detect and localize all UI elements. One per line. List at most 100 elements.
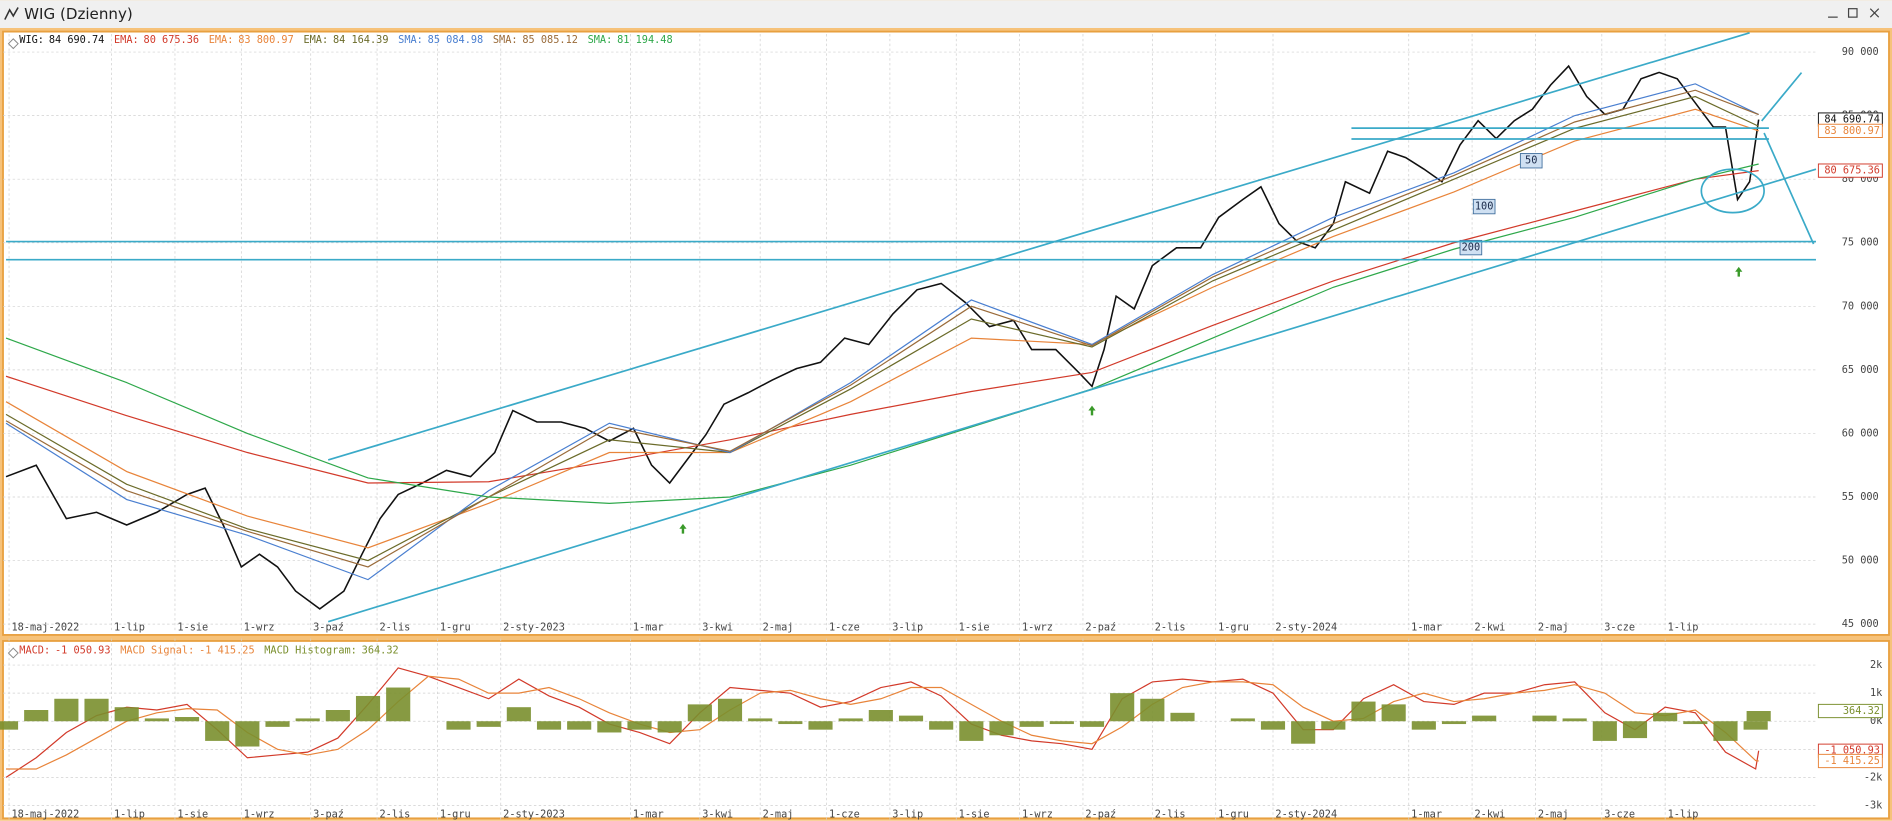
series-line — [5, 163, 1759, 504]
histogram-bar — [989, 721, 1014, 736]
x-tick-label: 3-lip — [892, 622, 923, 634]
histogram-bar — [627, 721, 652, 730]
legend-value: 85 085.12 — [522, 34, 578, 46]
histogram-bar — [748, 718, 773, 722]
panel-icons[interactable] — [7, 38, 19, 659]
price-tag-label: 83 800.97 — [1824, 125, 1880, 137]
y-tick-label: 0k — [1870, 715, 1883, 727]
x-tick-label: 1-sie — [959, 809, 990, 821]
histogram-bar — [778, 721, 803, 725]
histogram-bar — [838, 718, 863, 722]
x-tick-label: 1-gru — [1218, 622, 1249, 634]
y-tick-label: 75 000 — [1842, 237, 1879, 249]
histogram-bar — [1653, 712, 1678, 722]
histogram-bar — [1683, 721, 1708, 725]
histogram-bar — [446, 721, 471, 730]
histogram-bar — [295, 718, 320, 722]
legend-name: EMA: — [209, 34, 234, 46]
legend-value: 84 164.39 — [333, 34, 389, 46]
price-tag-label: 364.32 — [1843, 705, 1880, 717]
legend-value: 80 675.36 — [144, 34, 200, 46]
up-arrow — [679, 523, 687, 534]
x-tick-label: 3-paź — [313, 622, 344, 634]
projection-line — [1761, 72, 1803, 122]
x-tick-label: 1-mar — [633, 622, 664, 634]
histogram-bar — [929, 721, 954, 730]
x-tick-label: 1-mar — [633, 809, 664, 821]
window-buttons[interactable] — [1828, 8, 1880, 18]
x-tick-label: 1-gru — [440, 809, 471, 821]
y-tick-label: 45 000 — [1842, 618, 1879, 630]
x-tick-label: 1-cze — [829, 809, 860, 821]
histogram-bar — [1381, 704, 1406, 722]
legend-name: MACD Histogram: — [264, 645, 357, 657]
legend-name: SMA: — [398, 34, 423, 46]
x-tick-label: 2-lis — [379, 622, 410, 634]
histogram-bar — [0, 721, 19, 730]
annotation-label: 200 — [1462, 242, 1481, 254]
x-tick-label: 2-kwi — [1475, 809, 1506, 821]
legend-name: MACD Signal: — [120, 645, 194, 657]
x-tick-label: 18-maj-2022 — [11, 809, 79, 821]
x-tick-label: 2-paź — [1085, 622, 1116, 634]
legend-value: 83 800.97 — [238, 34, 294, 46]
histogram-bar — [1170, 712, 1195, 722]
annotation-box — [1519, 153, 1543, 169]
y-tick-label: 65 000 — [1842, 364, 1879, 376]
panel-settings[interactable] — [7, 38, 19, 50]
x-tick-label: 2-sty-2023 — [503, 809, 565, 821]
histogram-bar — [235, 721, 260, 747]
histogram-bar — [1472, 715, 1497, 722]
legend-value: 84 690.74 — [49, 34, 105, 46]
series-line — [6, 675, 1759, 770]
annotation-label: 100 — [1475, 201, 1494, 213]
histogram-bar — [1713, 721, 1738, 741]
histogram-bar — [1562, 718, 1587, 722]
x-tick-label: 3-cze — [1604, 809, 1635, 821]
histogram-bar — [205, 721, 230, 741]
x-tick-label: 18-maj-2022 — [11, 622, 79, 634]
price-tag-label: -1 415.25 — [1824, 755, 1880, 767]
drawing-tools — [6, 32, 1817, 623]
x-tick-label: 1-sie — [177, 809, 208, 821]
highlight-circle — [1700, 168, 1765, 214]
histogram-bar — [265, 721, 290, 727]
x-tick-label: 2-maj — [1538, 622, 1569, 634]
histogram-bar — [717, 698, 743, 722]
y-tick-label: 55 000 — [1842, 491, 1879, 503]
restore-button[interactable] — [1847, 8, 1858, 18]
window-title: WIG (Dzienny) — [24, 5, 133, 23]
legend-value: 81 194.48 — [617, 34, 673, 46]
legend-value: 85 084.98 — [428, 34, 484, 46]
histogram-bar — [1260, 721, 1286, 730]
x-tick-label: 3-kwi — [702, 622, 733, 634]
histogram-bar — [1441, 721, 1467, 725]
price-tag — [1817, 753, 1883, 769]
x-tick-label: 1-lip — [114, 809, 145, 821]
annotation-box — [1472, 198, 1496, 215]
panel-settings[interactable] — [7, 647, 19, 659]
x-tick-label: 2-lis — [1155, 809, 1186, 821]
histogram-bar — [1079, 721, 1105, 727]
close-button[interactable] — [1869, 8, 1880, 18]
y-tick-label: 70 000 — [1842, 300, 1879, 312]
x-tick-label: 1-wrz — [1022, 809, 1053, 821]
projection-line — [1763, 132, 1815, 245]
x-tick-label: 1-wrz — [1022, 622, 1053, 634]
histogram-bar — [1743, 721, 1768, 730]
x-tick-label: 1-gru — [1218, 809, 1249, 821]
legend-name: MACD: — [19, 645, 50, 657]
series-line — [5, 89, 1759, 568]
histogram-bar — [959, 721, 984, 741]
histogram-bar — [84, 698, 109, 722]
series-line — [5, 108, 1759, 549]
y-tick-label: 60 000 — [1842, 427, 1879, 439]
price-tag — [1817, 163, 1883, 178]
up-arrow — [1088, 405, 1096, 416]
histogram-bar — [1230, 718, 1255, 722]
legend-name: EMA: — [114, 34, 139, 46]
histogram-bar — [1049, 721, 1074, 725]
title-bar — [0, 0, 1892, 28]
histogram-bar — [567, 721, 592, 730]
